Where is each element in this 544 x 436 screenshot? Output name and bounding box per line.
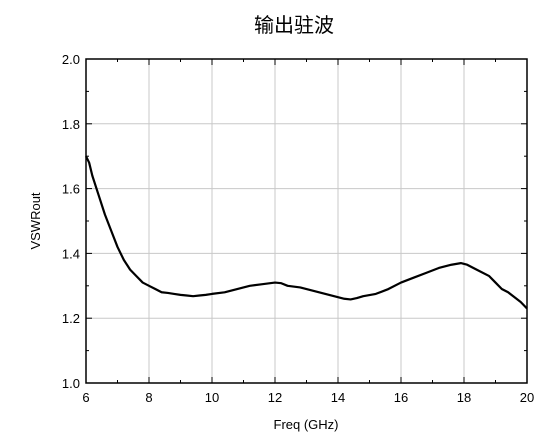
x-tick-label: 10 (205, 390, 219, 405)
x-tick-label: 16 (394, 390, 408, 405)
x-tick-label: 20 (520, 390, 534, 405)
y-tick-label: 2.0 (62, 52, 80, 67)
y-tick-label: 1.2 (62, 311, 80, 326)
chart-title: 输出驻波 (254, 13, 334, 37)
x-tick-label: 14 (331, 390, 345, 405)
y-tick-label: 1.8 (62, 117, 80, 132)
y-axis-label: VSWRout (28, 192, 43, 249)
plot-frame (85, 58, 528, 384)
x-tick-label: 6 (82, 390, 89, 405)
grid (86, 59, 527, 383)
x-tick-label: 12 (268, 390, 282, 405)
y-tick-label: 1.4 (62, 246, 80, 261)
ticks (85, 58, 528, 384)
y-tick-label: 1.6 (62, 182, 80, 197)
y-tick-label: 1.0 (62, 376, 80, 391)
x-tick-label: 8 (145, 390, 152, 405)
x-axis-label: Freq (GHz) (274, 417, 339, 432)
x-tick-label: 18 (457, 390, 471, 405)
tick-labels: 6 8 10 12 14 16 18 20 1.0 1.2 1.4 1.6 1.8 2.0 (62, 52, 534, 405)
series-line (85, 155, 528, 310)
